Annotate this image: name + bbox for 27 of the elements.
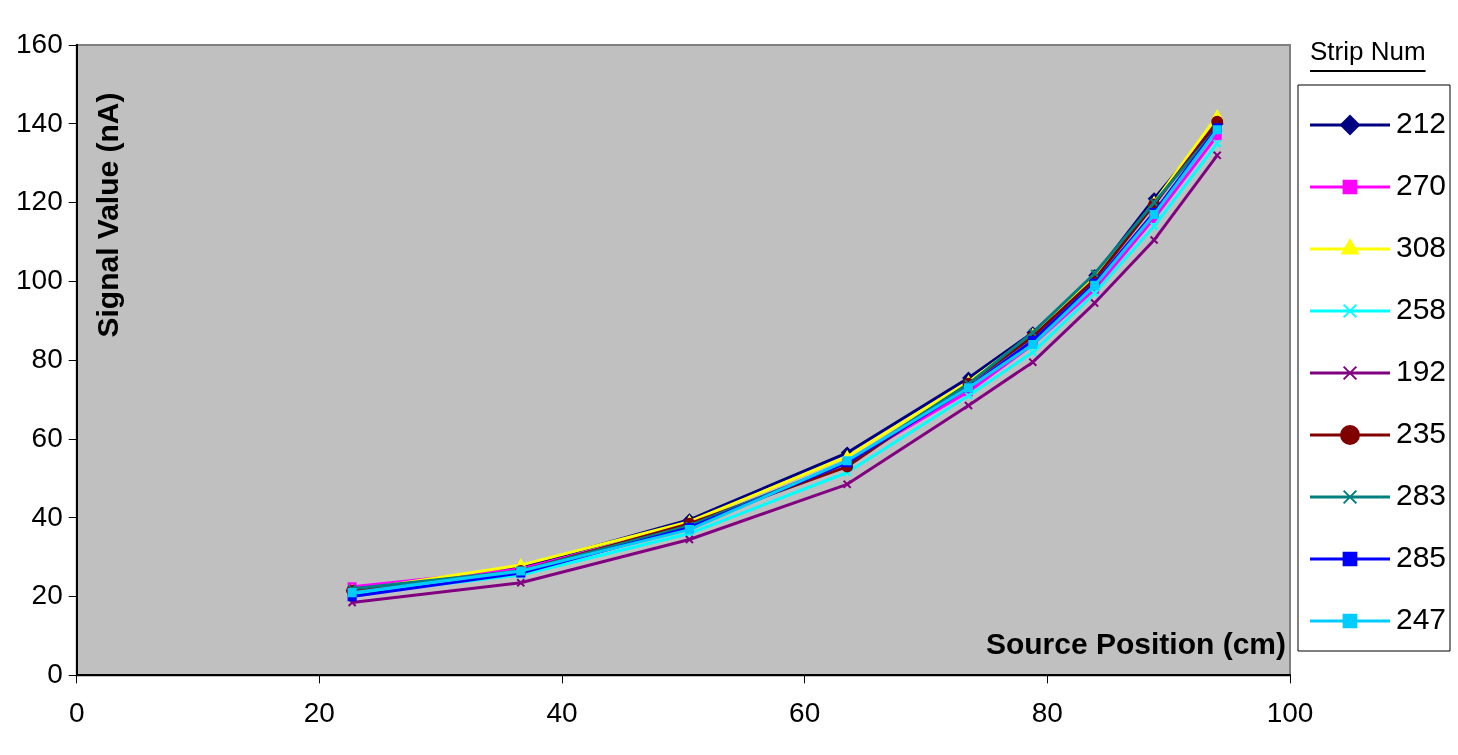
y-tick-label: 140 (16, 106, 63, 138)
y-tick-label: 100 (16, 264, 63, 296)
legend-label: 283 (1396, 478, 1447, 512)
legend-label: 258 (1396, 292, 1447, 326)
x-axis-title: Source Position (cm) (985, 626, 1286, 660)
y-tick-label: 160 (16, 27, 63, 59)
x-tick-label: 0 (68, 696, 85, 728)
y-tick-label: 40 (31, 500, 63, 532)
legend-title: Strip Num (1310, 36, 1426, 67)
y-axis-title: Signal Value (nA) (90, 92, 124, 338)
x-tick-label: 20 (303, 696, 335, 728)
legend-label: 270 (1396, 168, 1447, 202)
legend-label: 235 (1396, 416, 1447, 450)
y-tick-label: 60 (31, 421, 63, 453)
x-tick-label: 60 (789, 696, 821, 728)
y-tick-label: 0 (47, 658, 63, 690)
legend-label: 247 (1396, 602, 1447, 636)
legend-label: 212 (1396, 106, 1447, 140)
y-tick-label: 20 (31, 579, 63, 611)
legend-label: 285 (1396, 540, 1447, 574)
y-tick-label: 80 (31, 342, 63, 374)
legend-label: 308 (1396, 230, 1447, 264)
x-tick-label: 80 (1031, 696, 1063, 728)
legend-label: 192 (1396, 354, 1447, 388)
x-tick-label: 100 (1266, 696, 1314, 728)
x-tick-label: 40 (546, 696, 578, 728)
y-tick-label: 120 (16, 185, 63, 217)
